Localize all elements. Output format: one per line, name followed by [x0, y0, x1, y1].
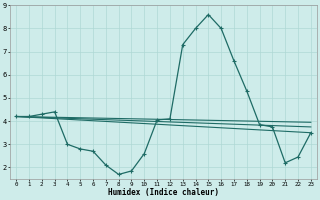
X-axis label: Humidex (Indice chaleur): Humidex (Indice chaleur) — [108, 188, 219, 197]
